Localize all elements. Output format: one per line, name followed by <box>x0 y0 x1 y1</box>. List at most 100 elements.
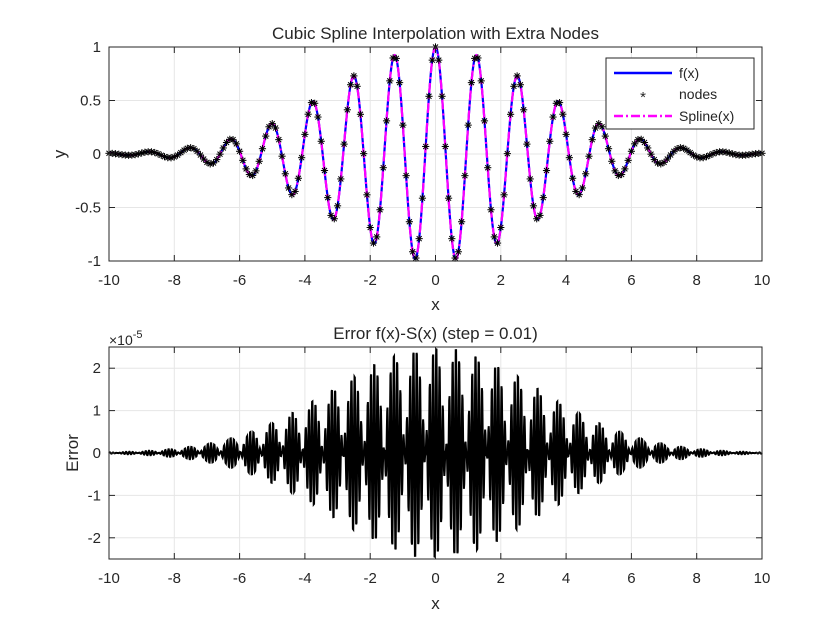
node-marker-stroke <box>612 167 618 174</box>
node-marker-stroke <box>468 79 475 86</box>
node-marker <box>529 202 538 210</box>
node-marker <box>454 248 462 256</box>
node-marker-stroke <box>644 145 651 151</box>
node-marker-stroke <box>213 156 220 163</box>
error-xtick-label: -6 <box>233 570 246 587</box>
node-marker <box>350 72 358 80</box>
node-marker-stroke <box>579 185 586 191</box>
node-marker-stroke <box>589 136 596 143</box>
node-marker-stroke <box>393 55 400 62</box>
node-marker-stroke <box>448 235 455 242</box>
node-marker <box>409 248 417 256</box>
node-marker <box>337 175 345 183</box>
node-marker <box>490 233 498 241</box>
node-marker-stroke <box>543 167 550 174</box>
node-marker <box>438 92 446 100</box>
node-marker <box>415 235 423 243</box>
node-marker-stroke <box>158 152 165 159</box>
interpolation-xtick-label: -6 <box>233 272 246 289</box>
node-marker-stroke <box>524 141 530 147</box>
error-xtick-label: 2 <box>497 570 505 587</box>
node-marker-stroke <box>406 218 413 225</box>
node-marker-stroke <box>674 145 680 152</box>
node-marker-stroke <box>217 151 223 158</box>
node-marker-stroke <box>151 149 158 156</box>
node-marker <box>395 79 404 87</box>
node-marker <box>611 167 619 175</box>
node-marker-stroke <box>520 106 527 113</box>
node-marker-stroke <box>654 160 661 166</box>
legend-label-nodes: nodes <box>679 86 717 102</box>
node-marker-stroke <box>230 136 236 143</box>
error-ytick-label: -1 <box>88 487 101 504</box>
interpolation-ytick-label: 1 <box>93 39 101 56</box>
node-marker-stroke <box>648 151 654 158</box>
node-marker <box>598 123 606 131</box>
node-marker <box>330 215 338 223</box>
node-marker <box>520 106 528 114</box>
node-marker-stroke <box>269 120 276 127</box>
node-marker <box>503 150 511 158</box>
node-marker <box>555 99 564 107</box>
node-marker-stroke <box>275 136 282 143</box>
node-marker-stroke <box>615 172 622 179</box>
node-marker <box>252 167 260 175</box>
node-marker-stroke <box>680 145 687 152</box>
node-marker <box>588 136 596 144</box>
node-marker-stroke <box>628 148 635 155</box>
error-xtick-label: -2 <box>364 570 377 587</box>
node-marker-stroke <box>386 77 393 84</box>
legend-box <box>605 57 755 130</box>
node-marker <box>353 82 361 90</box>
node-marker-stroke <box>475 55 481 61</box>
error-xtick-label: 8 <box>693 570 701 587</box>
node-marker <box>500 191 508 199</box>
error-xtick-label: -4 <box>298 570 311 587</box>
node-marker <box>516 81 524 89</box>
node-marker <box>523 140 531 148</box>
node-marker-stroke <box>233 140 240 147</box>
node-marker <box>474 54 482 62</box>
node-marker-stroke <box>256 158 263 165</box>
node-marker <box>493 239 502 247</box>
interpolation-xtick-label: 0 <box>431 272 439 289</box>
interpolation-plot-title: Cubic Spline Interpolation with Extra No… <box>272 24 599 43</box>
node-marker-stroke <box>177 149 184 156</box>
node-marker <box>536 211 544 220</box>
node-marker-stroke <box>305 111 312 118</box>
node-marker <box>360 150 368 158</box>
node-marker-stroke <box>576 191 583 198</box>
node-marker <box>271 124 280 132</box>
node-marker <box>441 142 449 151</box>
node-marker <box>569 174 577 182</box>
node-marker-stroke <box>239 157 246 164</box>
node-marker-stroke <box>429 57 436 64</box>
node-marker-stroke <box>514 73 520 79</box>
node-marker <box>275 136 283 144</box>
node-marker <box>647 150 655 158</box>
node-marker-stroke <box>373 234 380 240</box>
node-marker-stroke <box>605 145 612 152</box>
node-marker-stroke <box>191 145 197 152</box>
node-marker <box>268 120 276 128</box>
node-marker-stroke <box>360 150 367 157</box>
node-marker <box>549 113 557 121</box>
node-marker-stroke <box>540 194 547 201</box>
node-marker <box>663 155 671 163</box>
node-marker <box>311 99 319 107</box>
interpolation-plot-ticks: -10 -8 -6 -4 -2 0 2 4 6 8 10 -1 -0.5 0 0.5 1 <box>75 39 770 289</box>
node-marker-stroke <box>197 152 204 158</box>
node-marker-stroke <box>253 167 259 174</box>
node-marker <box>229 136 237 144</box>
node-marker <box>618 170 626 179</box>
node-marker-stroke <box>546 138 553 145</box>
node-marker-stroke <box>243 166 250 172</box>
node-marker-stroke <box>563 131 569 138</box>
node-marker <box>627 147 635 155</box>
node-marker-stroke <box>135 151 142 157</box>
node-marker <box>422 142 430 151</box>
node-marker-stroke <box>573 188 579 195</box>
node-marker <box>314 113 322 121</box>
